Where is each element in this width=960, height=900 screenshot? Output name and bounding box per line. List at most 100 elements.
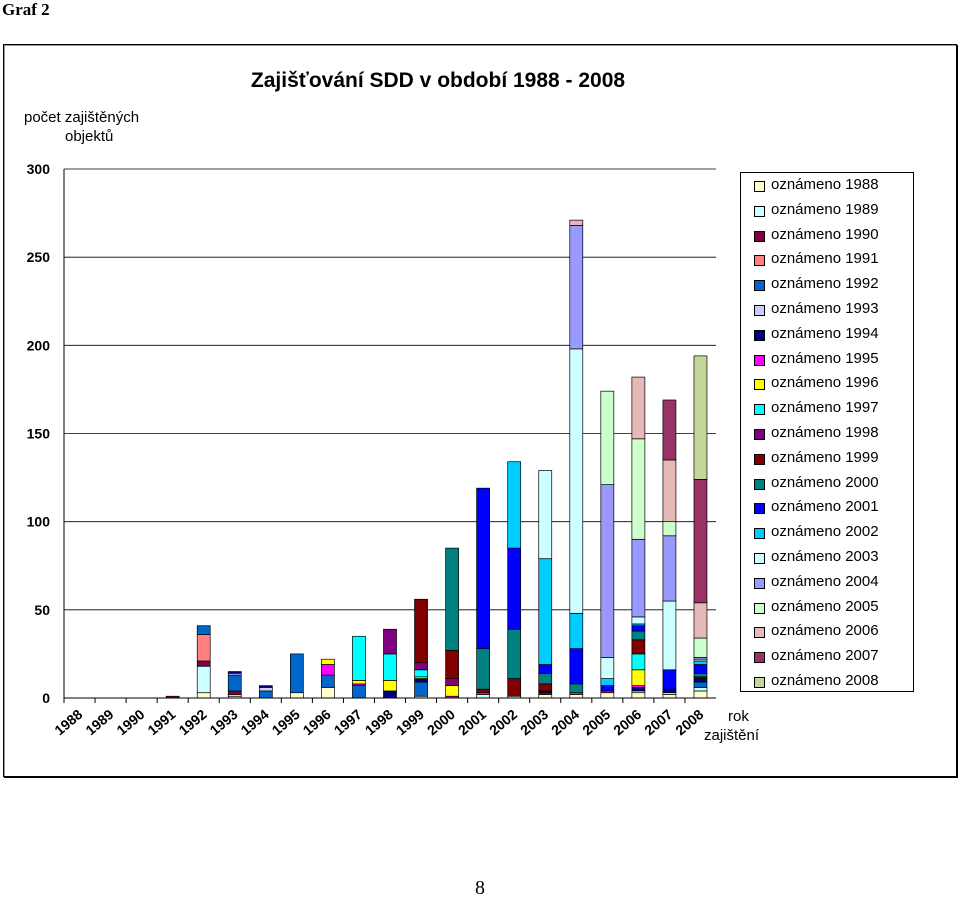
x-tick-label: 1999 <box>393 706 427 738</box>
bar-segment <box>662 600 677 671</box>
legend-item: oznámeno 1988 <box>741 175 913 199</box>
x-tick-label: 1988 <box>51 706 85 738</box>
bar-segment <box>445 650 459 679</box>
x-tick-label: 2001 <box>455 706 489 738</box>
bar-segment <box>196 665 211 694</box>
bar-segment <box>321 687 335 699</box>
legend-item: oznámeno 2000 <box>741 473 913 497</box>
legend-label: oznámeno 1990 <box>771 225 879 243</box>
bar-segment <box>538 694 553 699</box>
bar-segment <box>507 678 522 697</box>
legend-label: oznámeno 2000 <box>771 473 879 491</box>
bar-segment <box>569 225 584 350</box>
legend-label: oznámeno 2002 <box>771 523 879 541</box>
legend-item: oznámeno 1991 <box>741 249 913 273</box>
legend-label: oznámeno 2004 <box>771 572 879 590</box>
legend-swatch <box>754 453 765 465</box>
bar-segment <box>414 678 428 683</box>
bar-segment <box>196 692 211 699</box>
bar-segment <box>258 690 273 699</box>
legend-swatch <box>754 652 765 664</box>
bar-segment <box>569 613 584 649</box>
bar-segment <box>631 538 646 618</box>
y-tick-label: 150 <box>27 426 51 442</box>
legend-swatch <box>754 627 765 639</box>
bar-segment <box>352 685 366 699</box>
bar-segment <box>631 438 646 540</box>
legend-item: oznámeno 1992 <box>741 274 913 298</box>
legend-label: oznámeno 1991 <box>771 250 879 268</box>
legend-label: oznámeno 1992 <box>771 275 879 293</box>
bar-segment <box>196 625 211 635</box>
bar-segment <box>321 658 335 665</box>
x-tick-label: 1993 <box>207 706 241 738</box>
bar-segment <box>569 219 584 226</box>
legend-item: oznámeno 1990 <box>741 225 913 249</box>
legend-label: oznámeno 1994 <box>771 324 879 342</box>
legend-swatch <box>754 255 765 267</box>
bar-segment <box>352 680 366 685</box>
document-heading: Graf 2 <box>2 0 50 19</box>
bar-segment <box>631 625 646 632</box>
legend-label: oznámeno 1999 <box>771 448 879 466</box>
x-tick-label: 1990 <box>113 706 147 738</box>
bar-segment <box>258 685 273 688</box>
legend-label: oznámeno 1996 <box>771 374 879 392</box>
bar-segment <box>290 653 304 694</box>
bar-segment <box>569 683 584 694</box>
x-tick-label: 2002 <box>486 706 520 738</box>
bar-segment <box>662 669 677 690</box>
bar-segment <box>631 653 646 671</box>
legend-label: oznámeno 1993 <box>771 300 879 317</box>
bar-segment <box>476 688 490 694</box>
page-number: 8 <box>475 877 485 899</box>
bar-segment <box>445 685 459 697</box>
bar-segment <box>196 660 211 667</box>
legend-swatch <box>754 429 765 440</box>
legend-label: oznámeno 2006 <box>771 622 879 640</box>
gridlines <box>64 168 716 611</box>
bar-segment <box>600 685 615 692</box>
bar-segment <box>321 664 335 676</box>
bar-segment <box>476 648 490 690</box>
bar-segment <box>445 547 459 651</box>
bar-segment <box>383 680 397 692</box>
bar-segment <box>476 487 490 649</box>
x-tick-label: 1998 <box>362 706 396 738</box>
bar-segment <box>321 674 335 688</box>
bar-segment <box>631 692 646 699</box>
legend-swatch <box>754 478 765 490</box>
bar-segment <box>445 678 459 687</box>
bar-segment <box>290 692 304 699</box>
legend-label: oznámeno 1995 <box>771 349 879 367</box>
y-tick-labels: 0 50 100 150 200 250 300 <box>27 161 51 706</box>
y-tick-label: 300 <box>27 161 51 177</box>
legend-swatch <box>754 602 765 614</box>
bar-segment <box>258 687 273 692</box>
y-axis-label-line-2: objektů <box>65 128 113 145</box>
y-tick-label: 250 <box>27 249 51 265</box>
x-tick-label: 1995 <box>269 706 303 738</box>
x-tick-label: 2003 <box>517 706 551 738</box>
bar-segment <box>569 648 584 685</box>
x-tick-label: 2004 <box>548 706 582 738</box>
x-tick-label: 1992 <box>175 706 209 738</box>
legend-label: oznámeno 2003 <box>771 548 879 565</box>
x-tick-label: 2007 <box>641 706 675 738</box>
bar-segment <box>600 657 615 679</box>
bar-segment <box>414 598 428 664</box>
bar-segment <box>693 660 708 665</box>
legend-swatch <box>754 205 765 217</box>
bar-segment <box>507 461 522 549</box>
y-axis-label-line-1: počet zajištěných <box>24 109 139 126</box>
legend-swatch <box>754 181 765 192</box>
legend-item: oznámeno 1996 <box>741 373 913 397</box>
bar-segment <box>414 669 428 678</box>
x-tick-label: 1994 <box>238 706 272 738</box>
legend-item: oznámeno 1994 <box>741 324 913 348</box>
legend-item: oznámeno 2003 <box>741 547 913 571</box>
legend-item: oznámeno 2007 <box>741 646 913 670</box>
bar-segment <box>352 635 366 681</box>
bar-segment <box>631 376 646 440</box>
bar-segment <box>662 688 677 694</box>
